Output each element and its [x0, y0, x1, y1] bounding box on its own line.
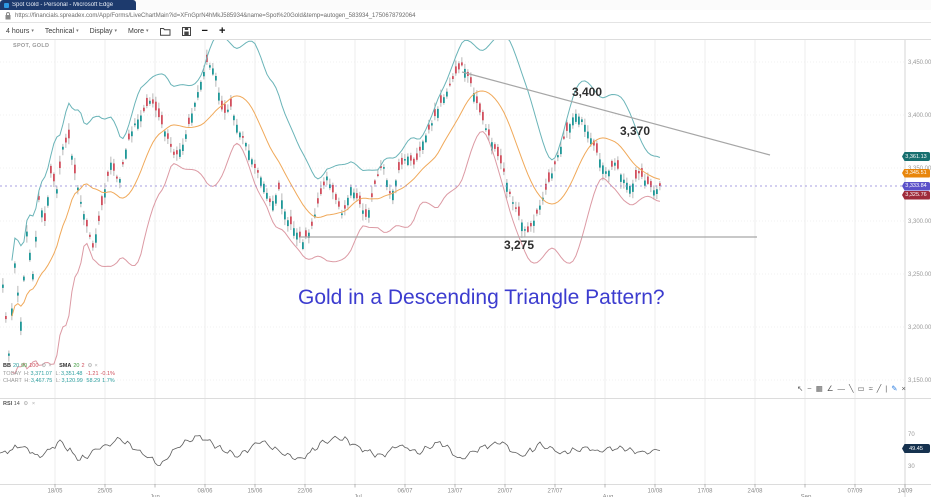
- site-favicon-icon: [4, 2, 9, 8]
- axis-frame: [0, 40, 931, 497]
- gear-icon[interactable]: ⚙: [23, 401, 29, 407]
- lock-icon: [5, 12, 11, 20]
- sma-line: [11, 90, 661, 317]
- svg-text:70: 70: [908, 432, 915, 438]
- svg-text:3,300.00: 3,300.00: [908, 219, 931, 225]
- tab-strip: Spot Gold - Personal - Microsoft Edge: [0, 0, 931, 10]
- svg-text:18/05: 18/05: [47, 489, 63, 495]
- timeframe-menu[interactable]: 4 hours ▾: [6, 27, 34, 35]
- svg-text:17/08: 17/08: [697, 489, 713, 495]
- band-upper-line: [11, 40, 661, 261]
- rsi-line: [0, 435, 661, 467]
- cursor-icon[interactable]: ↖: [797, 384, 804, 393]
- svg-text:10/08: 10/08: [647, 489, 663, 495]
- url-text[interactable]: https://financials.spreadex.com/App/Form…: [15, 13, 416, 19]
- svg-text:24/08: 24/08: [747, 489, 763, 495]
- sma-indicator-label: SMA: [59, 363, 72, 369]
- chart-toolbar: 4 hours ▾ Technical ▾ Display ▾ More ▾ − +: [0, 23, 931, 40]
- price-axis-labels: 3,450.003,400.003,350.003,300.003,250.00…: [908, 60, 931, 384]
- svg-text:15/06: 15/06: [247, 489, 263, 495]
- svg-text:3,250.00: 3,250.00: [908, 272, 931, 278]
- svg-text:22/06: 22/06: [297, 489, 313, 495]
- price-tag-last: 3,333.84: [902, 181, 930, 191]
- svg-text:13/07: 13/07: [447, 489, 463, 495]
- rsi-legend: RSI 14 ⚙ ×: [3, 401, 36, 407]
- legend-chart-row: CHART H:3,467.75 L:3,120.99 58.29 1.7%: [3, 378, 115, 384]
- zoom-out-button[interactable]: −: [201, 25, 208, 37]
- svg-text:08/06: 08/06: [197, 489, 213, 495]
- annotation-support: 3,275: [504, 238, 535, 252]
- chevron-down-icon: ▾: [114, 28, 118, 34]
- svg-text:3,450.00: 3,450.00: [908, 60, 931, 66]
- svg-text:Aug: Aug: [603, 495, 614, 497]
- chevron-down-icon: ▾: [76, 28, 79, 34]
- close-icon[interactable]: ×: [901, 384, 906, 393]
- more-menu[interactable]: More ▾: [128, 27, 149, 35]
- freehand-icon[interactable]: ~: [807, 384, 812, 393]
- grid-icon[interactable]: ▦: [815, 384, 823, 393]
- price-tag-sma: 3,345.51: [902, 168, 930, 178]
- bb-indicator-label: BB: [3, 363, 11, 369]
- svg-text:06/07: 06/07: [397, 489, 413, 495]
- address-bar[interactable]: https://financials.spreadex.com/App/Form…: [0, 10, 931, 23]
- annotation-resistance-2: 3,370: [620, 124, 651, 138]
- price-tag-band-lower: 3,325.76: [902, 190, 930, 200]
- time-axis-labels: 18/05 25/05 08/06 15/06 22/06 06/07 13/07 20/07…: [47, 484, 913, 497]
- separator: |: [885, 384, 888, 393]
- svg-text:3,400.00: 3,400.00: [908, 113, 931, 119]
- channel-icon[interactable]: ∠: [826, 384, 834, 393]
- browser-tab[interactable]: Spot Gold - Personal - Microsoft Edge: [0, 0, 136, 10]
- band-lower-line: [11, 130, 661, 375]
- close-icon[interactable]: ×: [48, 363, 52, 369]
- gear-icon[interactable]: ⚙: [87, 363, 93, 369]
- chevron-down-icon: ▾: [146, 28, 149, 34]
- wave-icon[interactable]: ≈: [868, 384, 873, 393]
- ray-icon[interactable]: ╱: [876, 384, 882, 393]
- technical-menu[interactable]: Technical ▾: [44, 27, 79, 35]
- svg-text:Sep: Sep: [801, 495, 812, 497]
- rsi-value-tag: 49.45: [902, 444, 930, 453]
- price-tag-band-upper: 3,361.13: [902, 152, 930, 161]
- close-icon[interactable]: ×: [94, 363, 98, 369]
- rsi-pane: 70 30: [0, 432, 915, 470]
- pencil-icon[interactable]: ✎: [891, 384, 898, 393]
- svg-text:3,150.00: 3,150.00: [908, 378, 931, 384]
- trendline-icon[interactable]: ╲: [849, 384, 854, 393]
- svg-text:Jun: Jun: [150, 495, 160, 497]
- rectangle-icon[interactable]: ▭: [857, 384, 865, 393]
- gear-icon[interactable]: ⚙: [41, 363, 47, 369]
- legend-indicators-row: BB 20 90 100 ⚙ × SMA 20 2 ⚙ ×: [3, 363, 98, 369]
- svg-text:27/07: 27/07: [547, 489, 563, 495]
- svg-text:20/07: 20/07: [497, 489, 513, 495]
- drawn-lines: [0, 71, 903, 238]
- candle-wicks: [2, 49, 661, 362]
- svg-text:Jul: Jul: [354, 495, 362, 497]
- chevron-down-icon: ▾: [31, 28, 34, 34]
- hline-icon[interactable]: —: [837, 384, 846, 393]
- descending-trendline[interactable]: [461, 71, 771, 156]
- instrument-label: SPOT, GOLD: [13, 43, 50, 49]
- price-chart-canvas[interactable]: 3,450.003,400.003,350.003,300.003,250.00…: [0, 40, 931, 497]
- svg-text:30: 30: [908, 464, 915, 470]
- close-icon[interactable]: ×: [31, 401, 36, 407]
- svg-text:07/09: 07/09: [847, 489, 863, 495]
- legend-today-row: TODAY H:3,371.07 L:3,351.48 -1.21 -0.1%: [3, 370, 115, 377]
- annotation-resistance-1: 3,400: [572, 85, 603, 99]
- gridlines: [0, 40, 906, 484]
- indicator-legend: BB 20 90 100 ⚙ × SMA 20 2 ⚙ × TODAY H:3,371.07 L:…: [3, 363, 117, 386]
- svg-text:25/05: 25/05: [97, 489, 113, 495]
- tab-title: Spot Gold - Personal - Microsoft Edge: [12, 2, 114, 8]
- drawing-toolbar: ↖ ~ ▦ ∠ — ╲ ▭ ≈ ╱ | ✎ ×: [797, 384, 906, 393]
- save-icon[interactable]: [181, 26, 191, 36]
- open-folder-icon[interactable]: [159, 27, 171, 36]
- display-menu[interactable]: Display ▾: [89, 27, 118, 35]
- zoom-in-button[interactable]: +: [218, 25, 226, 37]
- candlestick-series: [2, 54, 661, 356]
- bollinger-bands: [11, 40, 661, 375]
- chart-question-text: Gold in a Descending Triangle Pattern?: [298, 286, 665, 309]
- svg-text:14/09: 14/09: [897, 489, 913, 495]
- svg-text:3,200.00: 3,200.00: [908, 325, 931, 331]
